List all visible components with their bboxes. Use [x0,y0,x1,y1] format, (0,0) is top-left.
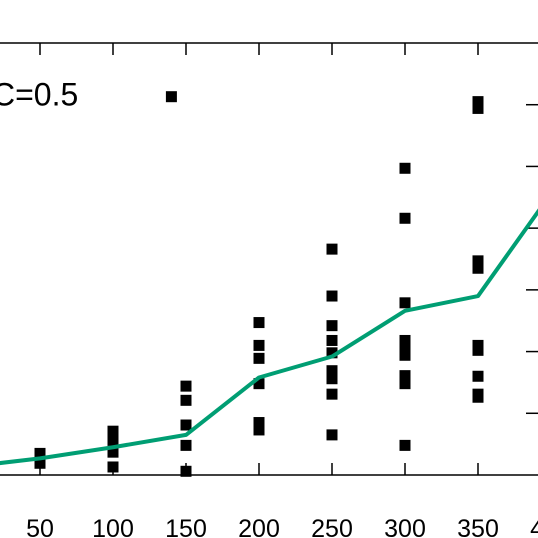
point [326,373,338,385]
point [180,465,192,477]
x-tick-label: 150 [165,515,207,538]
x-tick-label: 200 [238,515,280,538]
point [107,461,119,473]
point [107,425,119,437]
x-tick-label: 400 [530,515,538,538]
point [399,162,411,174]
x-tick-label: 50 [26,515,54,538]
point [399,370,411,382]
point [472,370,484,382]
line [0,208,538,466]
x-tick-label: 300 [384,515,426,538]
point [326,347,338,359]
annotation: C=0.5 [0,76,78,112]
point [399,349,411,361]
x-tick-label: 100 [92,515,134,538]
point [472,262,484,274]
point [472,344,484,356]
point [472,391,484,403]
point [326,320,338,332]
x-tick-label: 350 [457,515,499,538]
point [107,434,119,446]
point [326,243,338,255]
point [472,255,484,267]
point [253,417,265,429]
point [180,439,192,451]
point [326,365,338,377]
point [107,446,119,458]
point [253,317,265,329]
point [180,394,192,406]
point [399,378,411,390]
point [399,439,411,451]
point [326,388,338,400]
point [399,212,411,224]
point [326,290,338,302]
point [34,447,46,459]
point [253,339,265,351]
point [253,424,265,436]
point [165,91,177,103]
point [399,334,411,346]
plot-frame [0,42,538,476]
point [180,380,192,392]
point [472,102,484,114]
point [399,342,411,354]
point [399,297,411,309]
point [253,378,265,390]
point [326,429,338,441]
point [34,457,46,469]
point [472,96,484,108]
point [326,334,338,346]
x-tick-label: 250 [311,515,353,538]
point [253,352,265,364]
point [180,419,192,431]
